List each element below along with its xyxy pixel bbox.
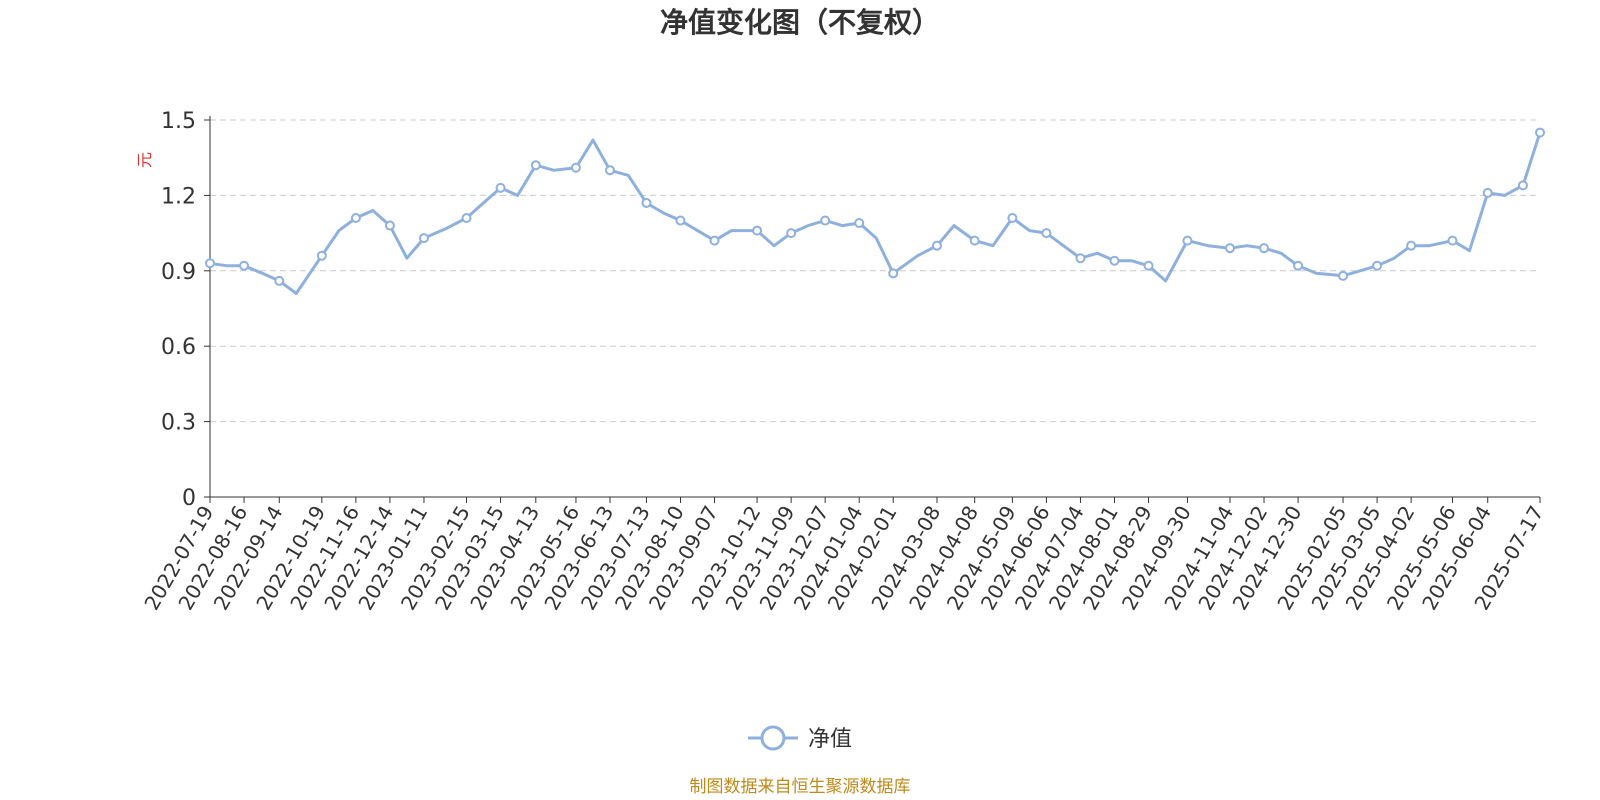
data-point	[854, 218, 865, 229]
series-points	[205, 127, 1545, 286]
data-point	[1075, 253, 1086, 264]
data-point	[350, 213, 361, 224]
data-point	[1224, 243, 1235, 254]
data-point	[1535, 127, 1545, 138]
source-note: 制图数据来自恒生聚源数据库	[690, 777, 911, 797]
data-point	[1109, 255, 1120, 266]
data-point	[709, 235, 720, 246]
grid-lines	[210, 119, 1540, 423]
data-point	[604, 165, 615, 176]
y-tick-label: 0.6	[161, 335, 196, 360]
y-tick-label: 1.2	[161, 184, 196, 209]
data-point	[641, 197, 652, 208]
series-line-nav	[209, 132, 1542, 295]
y-axis-unit: 元	[135, 152, 154, 168]
y-tick-label: 0.3	[161, 411, 196, 436]
data-point	[384, 220, 395, 231]
y-tick-label: 0.9	[161, 260, 196, 285]
data-point	[570, 162, 581, 173]
data-point	[1482, 187, 1493, 198]
data-point	[461, 213, 472, 224]
y-tick-label: 1.5	[161, 109, 196, 134]
data-point	[786, 228, 797, 239]
data-point	[820, 215, 831, 226]
data-point	[316, 250, 327, 261]
data-point	[1406, 240, 1417, 251]
data-point	[752, 225, 763, 236]
data-point	[969, 235, 980, 246]
data-point	[1447, 235, 1458, 246]
x-axis-ticks: 2022-07-192022-08-162022-09-142022-10-19…	[139, 497, 1548, 614]
y-axis-ticks: 0 0.3 0.6 0.9 1.2 1.5	[161, 109, 210, 511]
data-point	[888, 268, 899, 279]
data-point	[1143, 260, 1154, 271]
data-point	[1259, 243, 1270, 254]
data-point	[932, 240, 943, 251]
data-point	[1041, 228, 1052, 239]
data-point	[1372, 260, 1383, 271]
data-point	[530, 160, 541, 171]
legend-label: 净值	[808, 727, 852, 752]
data-point	[1517, 180, 1528, 191]
data-point	[1338, 270, 1349, 281]
data-point	[495, 182, 506, 193]
data-point	[274, 275, 285, 286]
data-point	[675, 215, 686, 226]
data-point	[239, 260, 250, 271]
legend[interactable]: 净值	[748, 725, 852, 752]
chart-title: 净值变化图（不复权）	[660, 6, 940, 39]
data-point	[1007, 213, 1018, 224]
data-point	[1182, 235, 1193, 246]
data-point	[418, 233, 429, 244]
legend-circle-icon	[760, 725, 786, 751]
data-point	[205, 258, 215, 269]
y-tick-label: 0	[182, 486, 196, 511]
data-point	[1293, 260, 1304, 271]
